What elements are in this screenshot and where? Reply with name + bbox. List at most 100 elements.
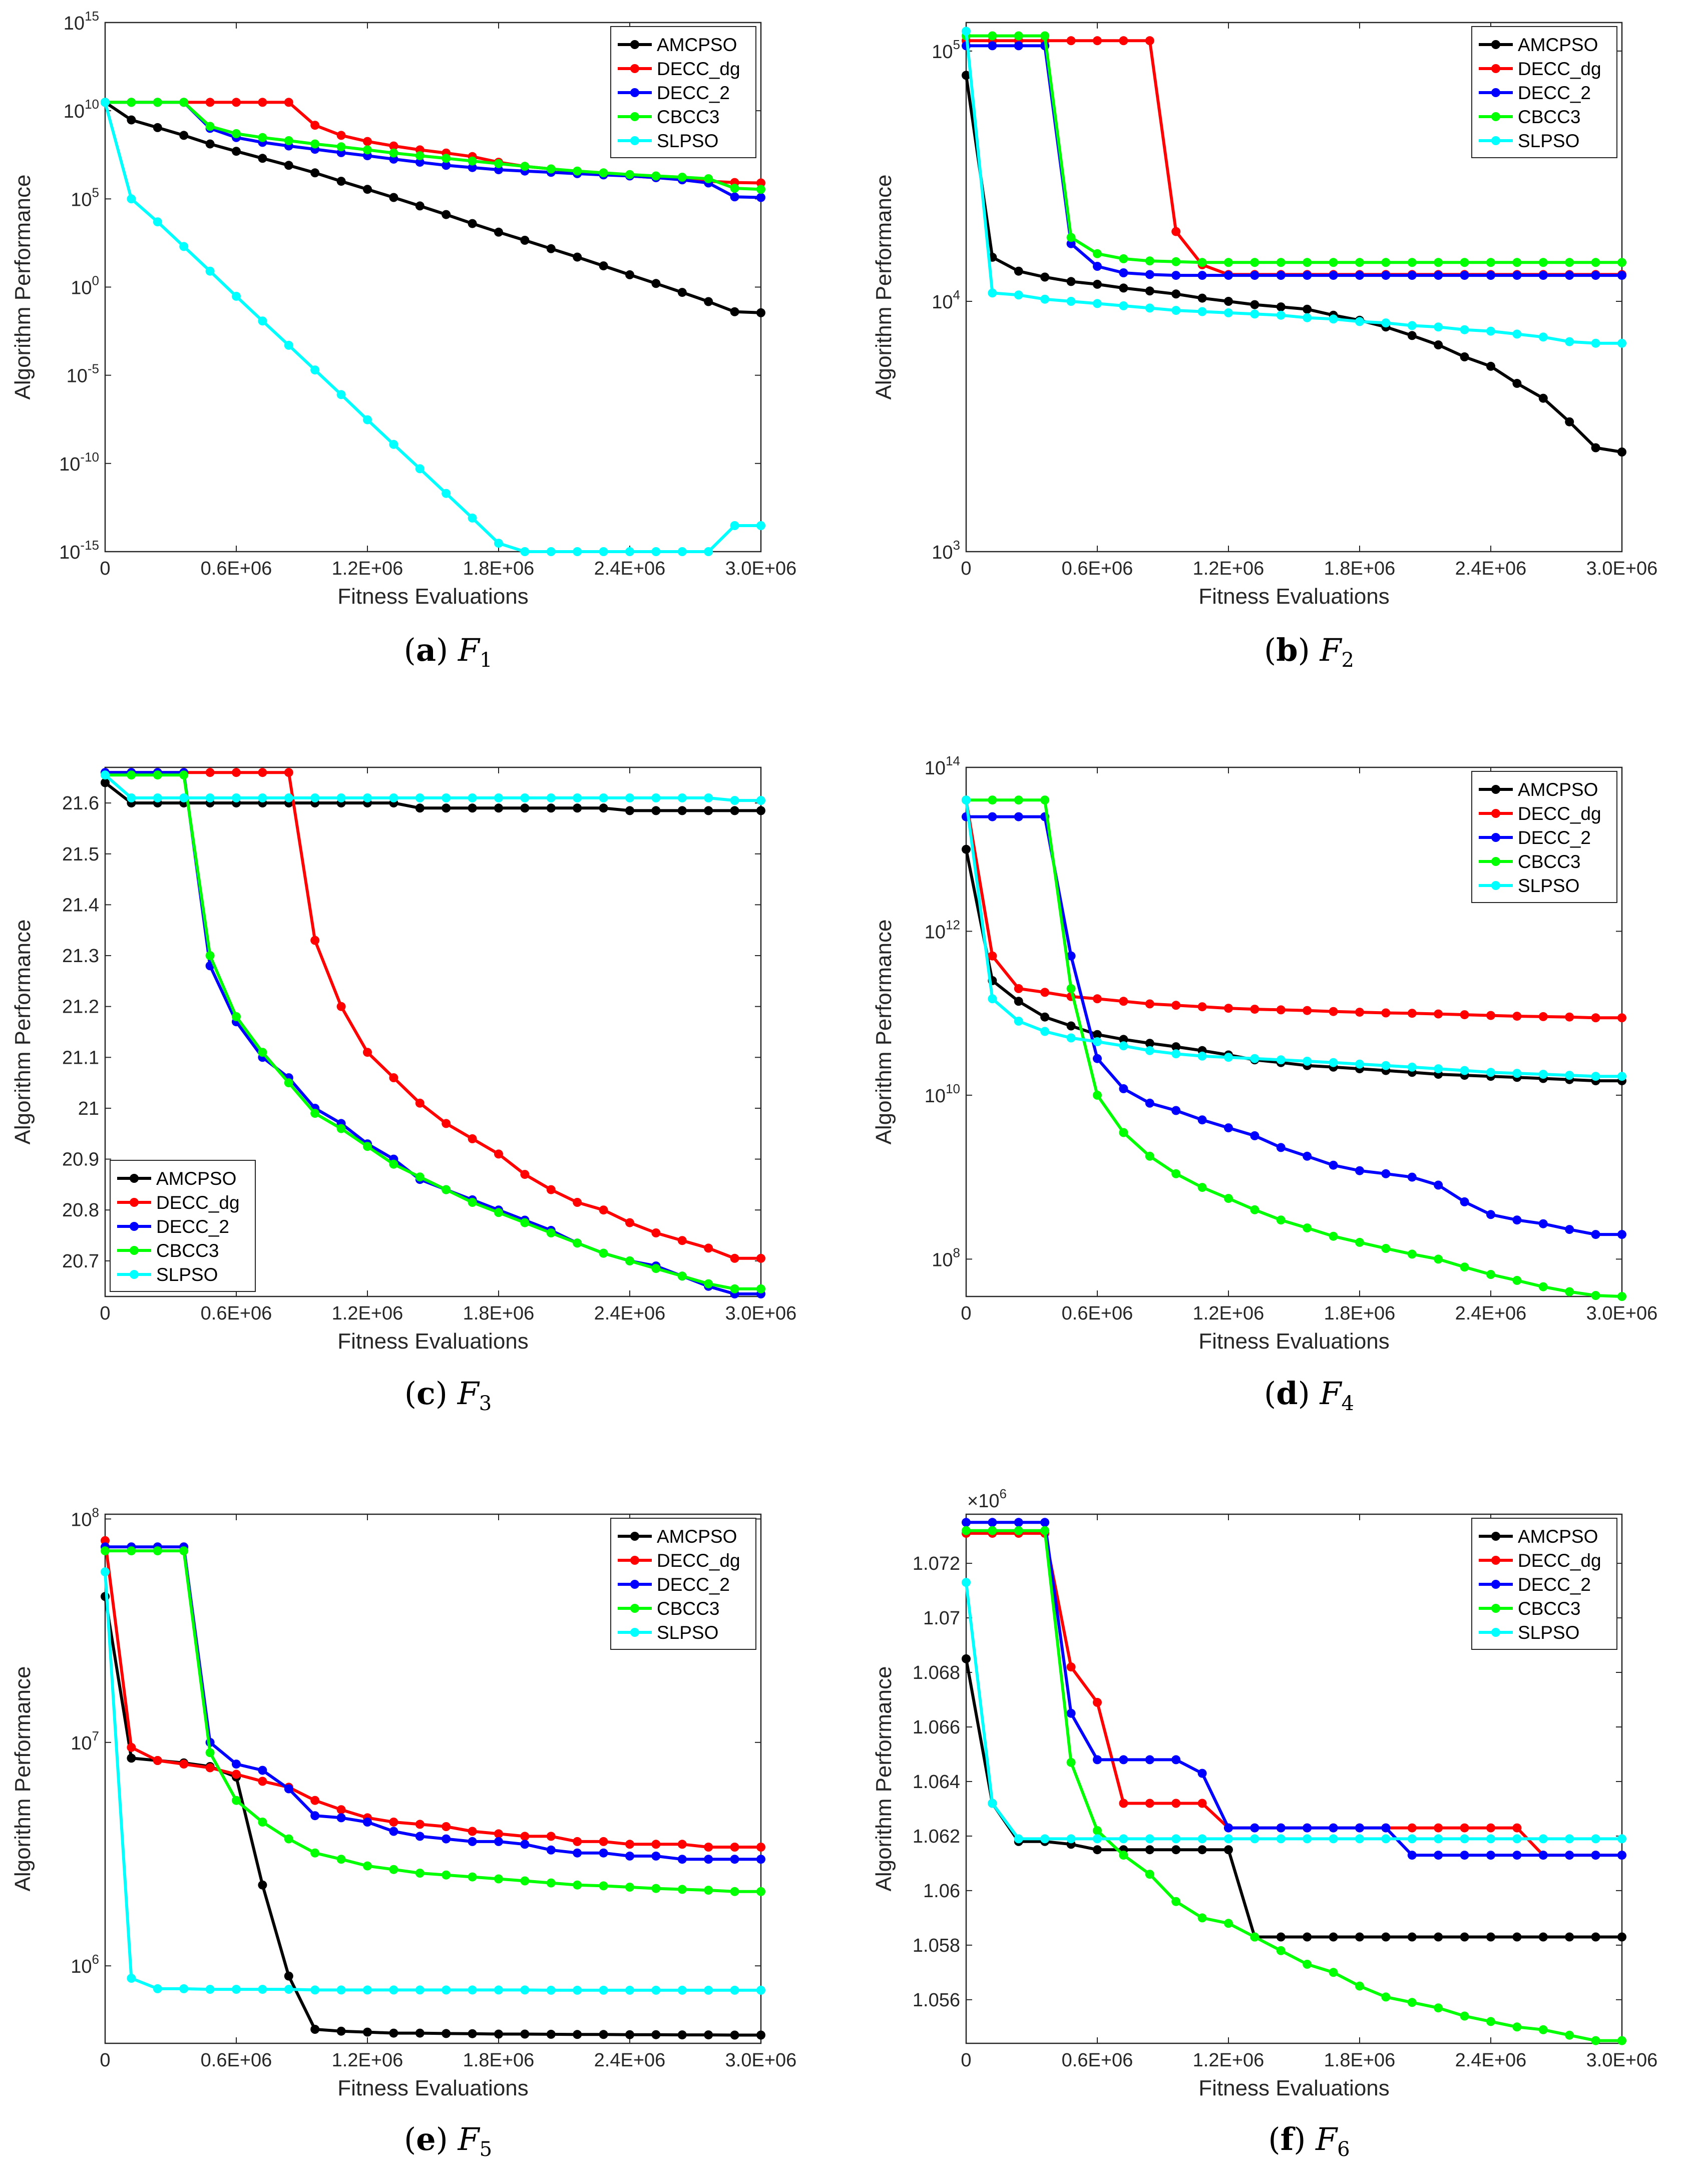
- data-point: [1197, 1845, 1207, 1855]
- panel-caption: (d) F4: [1264, 1375, 1354, 1415]
- data-point: [520, 162, 530, 171]
- data-point: [599, 1248, 608, 1258]
- data-point: [625, 1883, 634, 1892]
- x-tick-label: 1.8E+06: [463, 1303, 535, 1324]
- data-point: [1434, 258, 1443, 267]
- data-point: [310, 139, 320, 149]
- data-point: [1329, 1968, 1338, 1977]
- x-tick-label: 3.0E+06: [1586, 558, 1658, 579]
- data-point: [179, 242, 189, 251]
- data-point: [756, 1843, 765, 1852]
- data-point: [468, 1827, 477, 1836]
- legend-entry-amcpso: AMCPSO: [1479, 35, 1598, 55]
- data-point: [336, 390, 346, 399]
- data-point: [205, 1748, 215, 1758]
- data-point: [1040, 272, 1050, 282]
- data-point: [1538, 1012, 1548, 1021]
- data-point: [1171, 271, 1181, 280]
- data-point: [1460, 271, 1469, 280]
- data-point: [1171, 1897, 1181, 1906]
- data-point: [1591, 1291, 1600, 1300]
- data-point: [599, 1985, 608, 1995]
- data-point: [1407, 1834, 1417, 1844]
- data-point: [1565, 1932, 1574, 1942]
- data-point: [1355, 1166, 1364, 1175]
- data-point: [677, 1840, 687, 1849]
- y-tick-label: 1.056: [913, 1990, 960, 2011]
- legend-entry-decc-2: DECC_2: [1479, 83, 1591, 103]
- x-tick-label: 1.2E+06: [332, 1303, 403, 1324]
- data-point: [1145, 1799, 1154, 1808]
- legend-label: CBCC3: [1518, 851, 1580, 872]
- data-point: [573, 166, 582, 176]
- data-point: [651, 793, 661, 802]
- data-point: [389, 1073, 398, 1082]
- data-point: [625, 793, 634, 802]
- data-point: [1407, 1172, 1417, 1182]
- legend-marker: [1491, 881, 1500, 890]
- data-point: [677, 1855, 687, 1864]
- data-point: [1014, 290, 1023, 300]
- data-point: [284, 768, 293, 777]
- data-point: [962, 844, 971, 854]
- data-point: [1119, 997, 1128, 1006]
- data-point: [704, 174, 713, 183]
- legend: AMCPSO DECC_dg DECC_2 CBCC3 SLPSO: [1471, 1518, 1617, 1650]
- x-tick-label: 0: [100, 558, 110, 579]
- legend-marker: [1491, 136, 1500, 145]
- data-point: [205, 98, 215, 107]
- x-tick-label: 0: [961, 2050, 971, 2071]
- data-point: [625, 806, 634, 815]
- data-point: [1617, 448, 1626, 457]
- data-point: [1093, 1030, 1102, 1039]
- data-point: [573, 1880, 582, 1890]
- data-point: [1381, 1008, 1391, 1018]
- data-point: [677, 793, 687, 802]
- legend-entry-amcpso: AMCPSO: [117, 1168, 236, 1189]
- data-point: [310, 121, 320, 130]
- data-point: [546, 1985, 556, 1995]
- y-tick-label: 21.2: [62, 997, 99, 1018]
- data-point: [1329, 1058, 1338, 1067]
- data-point: [258, 793, 267, 802]
- data-point: [415, 1832, 425, 1841]
- legend-marker: [1491, 1532, 1500, 1541]
- data-point: [704, 1855, 713, 1864]
- y-tick-label: 1010: [64, 97, 99, 122]
- legend-marker: [130, 1270, 139, 1279]
- data-point: [599, 261, 608, 271]
- data-point: [1407, 271, 1417, 280]
- data-point: [651, 1851, 661, 1861]
- data-point: [1512, 1932, 1522, 1942]
- legend-label: SLPSO: [156, 1264, 218, 1285]
- x-tick-label: 1.8E+06: [463, 2050, 535, 2071]
- data-point: [101, 1536, 110, 1545]
- y-tick-label: 103: [932, 538, 960, 563]
- data-point: [1066, 233, 1076, 242]
- data-point: [704, 1279, 713, 1288]
- data-point: [1197, 1834, 1207, 1844]
- data-point: [1355, 1008, 1364, 1017]
- data-point: [415, 464, 425, 474]
- data-point: [756, 178, 765, 188]
- data-point: [1303, 271, 1312, 280]
- legend-label: CBCC3: [657, 1598, 719, 1619]
- data-point: [625, 170, 634, 179]
- data-point: [1486, 326, 1495, 336]
- data-point: [1355, 1823, 1364, 1833]
- data-point: [1460, 1851, 1469, 1860]
- data-point: [625, 2030, 634, 2039]
- data-point: [1014, 795, 1023, 805]
- data-point: [1145, 1870, 1154, 1879]
- data-point: [677, 2030, 687, 2040]
- x-axis-label: Fitness Evaluations: [1198, 2076, 1390, 2100]
- y-tick-label: 21: [78, 1098, 99, 1119]
- data-point: [1355, 271, 1364, 280]
- data-point: [1355, 1981, 1364, 1991]
- data-point: [988, 31, 997, 41]
- data-point: [1565, 417, 1574, 426]
- data-point: [205, 1763, 215, 1773]
- data-point: [258, 1985, 267, 1994]
- data-point: [730, 184, 739, 193]
- data-point: [1171, 306, 1181, 315]
